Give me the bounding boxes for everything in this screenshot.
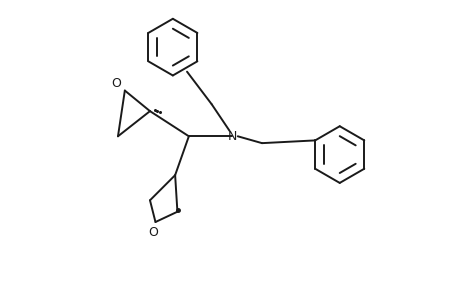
Text: O: O xyxy=(148,226,158,238)
Text: O: O xyxy=(112,77,121,90)
Text: N: N xyxy=(227,130,236,143)
